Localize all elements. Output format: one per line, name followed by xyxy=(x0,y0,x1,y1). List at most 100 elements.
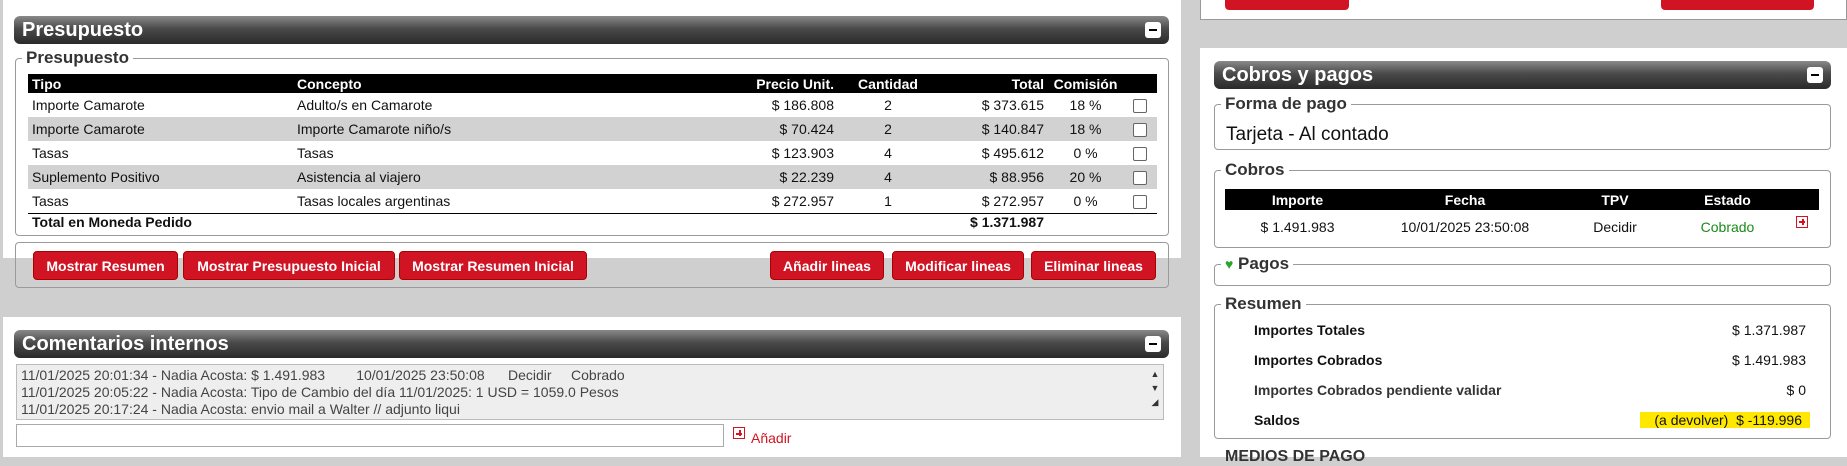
cell-tpv: Decidir xyxy=(1593,218,1637,235)
mostrar-resumen-button[interactable]: Mostrar Resumen xyxy=(33,251,178,280)
resumen-label: Saldos xyxy=(1254,412,1300,428)
scrollbar[interactable]: ▲ ▼ ◢ xyxy=(1150,369,1160,407)
col-fecha: Fecha xyxy=(1370,189,1560,210)
cell-comision: 0 % xyxy=(1073,145,1098,161)
forma-pago-value: Tarjeta - Al contado xyxy=(1226,124,1389,145)
partial-button-right[interactable] xyxy=(1661,0,1814,10)
collapse-icon[interactable] xyxy=(1145,22,1161,38)
cell-comision: 18 % xyxy=(1048,117,1123,141)
cell-precio: $ 186.808 xyxy=(771,97,834,113)
cell-tipo: Suplemento Positivo xyxy=(28,165,293,189)
cell-precio: $ 272.957 xyxy=(771,192,834,209)
row-checkbox[interactable] xyxy=(1133,123,1147,138)
cobros-fieldset: Cobros xyxy=(1214,160,1831,248)
forma-pago-fieldset: Forma de pago xyxy=(1214,94,1831,150)
resumen-legend: Resumen xyxy=(1225,294,1302,313)
plus-icon[interactable] xyxy=(733,427,745,439)
cell-total: $ 140.847 xyxy=(938,117,1048,141)
col-precio: Precio Unit. xyxy=(693,74,838,93)
heart-icon: ♥ xyxy=(1225,256,1234,272)
cell-cantidad: 1 xyxy=(884,192,892,209)
partial-button-left[interactable] xyxy=(1225,0,1349,10)
cell-tipo: Tasas xyxy=(32,145,69,161)
presupuesto-table: Tipo Concepto Precio Unit. Cantidad Tota… xyxy=(28,74,1157,231)
collapse-icon[interactable] xyxy=(1807,67,1823,83)
cell-cantidad: 2 xyxy=(884,97,892,113)
col-tipo: Tipo xyxy=(28,74,293,93)
col-check xyxy=(1123,74,1157,93)
cobros-pagos-bar-title: Cobros y pagos xyxy=(1222,64,1374,86)
table-row: Importe Camarote Importe Camarote niño/s… xyxy=(28,117,1157,141)
saldo-value: (a devolver) $ -119.996 xyxy=(1640,412,1810,428)
resumen-label: Importes Cobrados pendiente validar xyxy=(1254,382,1502,398)
cobros-pagos-bar: Cobros y pagos xyxy=(1214,61,1831,89)
col-tpv: TPV xyxy=(1560,189,1670,210)
expand-plus-icon[interactable] xyxy=(1796,215,1808,228)
resumen-value: $ 0 xyxy=(1786,382,1806,398)
presupuesto-legend: Presupuesto xyxy=(26,48,129,67)
cell-total: $ 272.957 xyxy=(981,192,1044,209)
cell-concepto: Adulto/s en Camarote xyxy=(297,97,433,113)
row-checkbox[interactable] xyxy=(1133,99,1147,114)
total-label: Total en Moneda Pedido xyxy=(28,212,693,231)
forma-pago-legend: Forma de pago xyxy=(1225,94,1347,113)
col-comision: Comisión xyxy=(1048,74,1123,93)
collapse-icon[interactable] xyxy=(1145,336,1161,352)
col-importe: Importe xyxy=(1225,189,1370,210)
cell-total: $ 495.612 xyxy=(981,145,1044,161)
row-checkbox[interactable] xyxy=(1133,171,1147,186)
mostrar-resumen-inicial-button[interactable]: Mostrar Resumen Inicial xyxy=(399,251,587,280)
cell-tipo: Importe Camarote xyxy=(28,117,293,141)
cell-importe: $ 1.491.983 xyxy=(1260,218,1335,235)
cell-tipo: Tasas xyxy=(32,192,69,209)
comments-textarea[interactable]: 11/01/2025 20:01:34 - Nadia Acosta: $ 1.… xyxy=(16,364,1164,420)
comentarios-bar: Comentarios internos xyxy=(14,330,1169,358)
cell-total: $ 373.615 xyxy=(981,97,1044,113)
resumen-row: Importes Totales $ 1.371.987 xyxy=(1254,322,1806,340)
mostrar-presupuesto-inicial-button[interactable]: Mostrar Presupuesto Inicial xyxy=(183,251,395,280)
resumen-row: Importes Cobrados $ 1.491.983 xyxy=(1254,352,1806,370)
cell-estado: Cobrado xyxy=(1700,218,1755,235)
cell-concepto: Tasas xyxy=(297,145,334,161)
presupuesto-fieldset: Presupuesto xyxy=(15,48,1169,236)
total-row: Total en Moneda Pedido $ 1.371.987 xyxy=(28,212,1157,231)
cell-comision: 0 % xyxy=(1073,192,1098,209)
anadir-lineas-button[interactable]: Añadir lineas xyxy=(770,251,884,280)
resumen-value: $ 1.371.987 xyxy=(1732,322,1806,338)
cell-concepto: Importe Camarote niño/s xyxy=(293,117,693,141)
row-checkbox[interactable] xyxy=(1133,147,1147,162)
cell-fecha: 10/01/2025 23:50:08 xyxy=(1400,218,1530,235)
comment-line: 11/01/2025 20:05:22 - Nadia Acosta: Tipo… xyxy=(21,384,619,400)
resumen-row: Importes Cobrados pendiente validar $ 0 xyxy=(1254,382,1806,400)
pagos-legend: Pagos xyxy=(1238,254,1290,273)
resumen-fieldset: Resumen xyxy=(1214,294,1831,439)
presupuesto-bar-title: Presupuesto xyxy=(22,19,144,41)
comment-line: 11/01/2025 20:01:34 - Nadia Acosta: $ 1.… xyxy=(21,367,625,383)
col-total: Total xyxy=(938,74,1048,93)
col-concepto: Concepto xyxy=(293,74,693,93)
resumen-row: Saldos (a devolver) $ -119.996 xyxy=(1254,412,1810,430)
cobros-table: Importe Fecha TPV Estado $ 1.491.983 10/… xyxy=(1225,189,1819,243)
medios-pago-heading: MEDIOS DE PAGO xyxy=(1225,448,1366,465)
add-comment-link[interactable]: Añadir xyxy=(751,430,792,446)
resumen-value: $ 1.491.983 xyxy=(1732,352,1806,368)
table-header: Tipo Concepto Precio Unit. Cantidad Tota… xyxy=(28,74,1157,93)
cell-total: $ 88.956 xyxy=(938,165,1048,189)
cobros-legend: Cobros xyxy=(1225,160,1285,179)
cell-precio: $ 123.903 xyxy=(771,145,834,161)
cell-precio: $ 70.424 xyxy=(693,117,838,141)
cell-cantidad: 4 xyxy=(884,145,892,161)
add-comment-input[interactable] xyxy=(16,424,724,447)
table-row: $ 1.491.983 10/01/2025 23:50:08 Decidir … xyxy=(1225,210,1819,243)
cell-precio: $ 22.239 xyxy=(693,165,838,189)
comment-line: 11/01/2025 20:17:24 - Nadia Acosta: envi… xyxy=(21,401,460,417)
modificar-lineas-button[interactable]: Modificar lineas xyxy=(892,251,1024,280)
row-checkbox[interactable] xyxy=(1133,194,1147,209)
cell-cantidad: 4 xyxy=(838,165,938,189)
comentarios-bar-title: Comentarios internos xyxy=(22,333,229,355)
cell-concepto: Asistencia al viajero xyxy=(293,165,693,189)
table-row: Tasas Tasas locales argentinas $ 272.957… xyxy=(28,189,1157,213)
eliminar-lineas-button[interactable]: Eliminar lineas xyxy=(1031,251,1156,280)
resumen-label: Importes Totales xyxy=(1254,322,1365,338)
table-row: Importe Camarote Adulto/s en Camarote $ … xyxy=(28,93,1157,117)
